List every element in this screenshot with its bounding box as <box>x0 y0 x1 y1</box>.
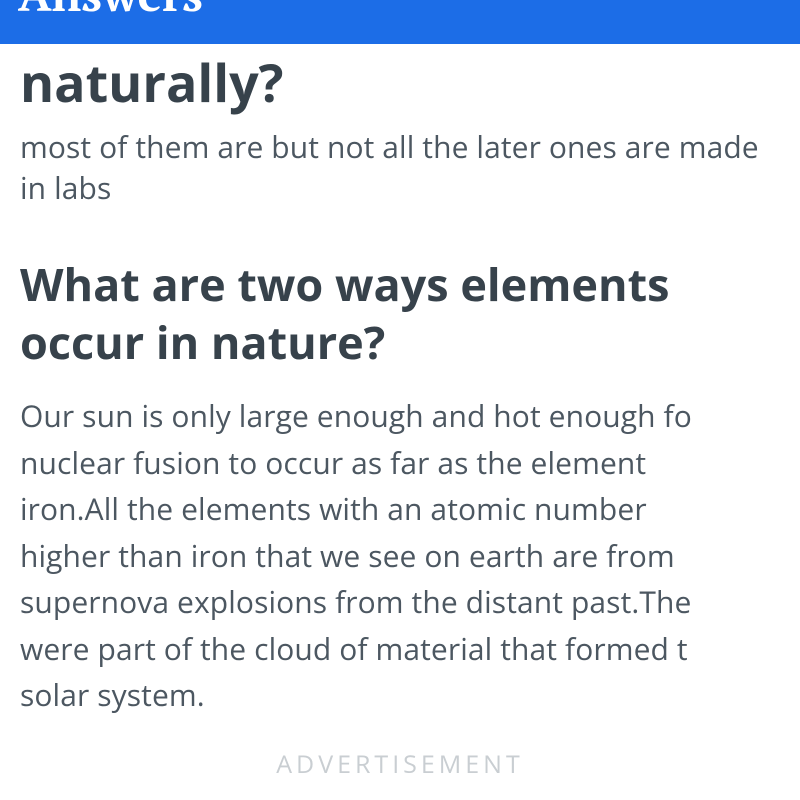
question-2-title-line: occur in nature? <box>20 312 385 373</box>
advertisement-label: ADVERTISEMENT <box>20 747 780 781</box>
answer-line: were part of the cloud of material that … <box>20 628 688 669</box>
question-2-answer: Our sun is only large enough and hot eno… <box>20 393 780 719</box>
answer-line: nuclear fusion to occur as far as the el… <box>20 442 646 483</box>
answer-line: Our sun is only large enough and hot eno… <box>20 395 692 436</box>
answer-line: solar system. <box>20 674 205 715</box>
question-2-title[interactable]: What are two ways elements occur in natu… <box>20 256 780 371</box>
question-2-title-line: What are two ways elements <box>20 254 670 315</box>
site-logo[interactable]: Answers <box>18 0 203 18</box>
question-1-title: naturally? <box>20 54 780 111</box>
question-1-answer: most of them are but not all the later o… <box>20 127 780 208</box>
site-header: Answers <box>0 0 800 44</box>
answer-line: iron.All the elements with an atomic num… <box>20 488 647 529</box>
main-content: naturally? most of them are but not all … <box>0 54 800 773</box>
answer-line: supernova explosions from the distant pa… <box>20 581 691 622</box>
answer-line: higher than iron that we see on earth ar… <box>20 535 675 576</box>
